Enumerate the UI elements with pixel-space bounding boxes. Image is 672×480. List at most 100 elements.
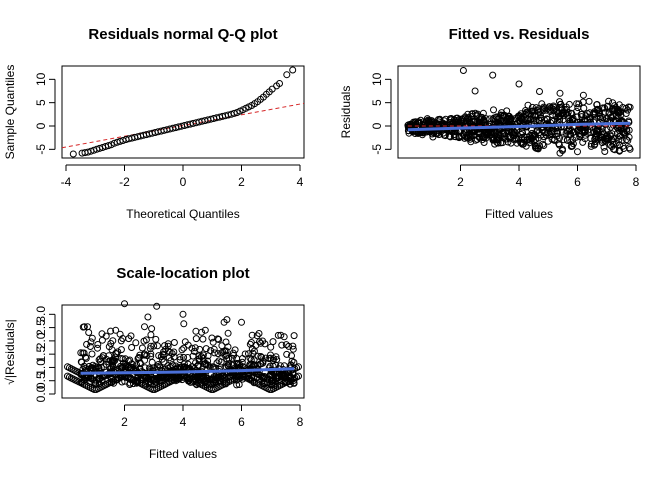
sl-point — [176, 356, 184, 364]
fr-point — [616, 132, 624, 140]
fr-point — [495, 136, 502, 144]
sl-point — [79, 323, 87, 331]
fr-point — [575, 100, 583, 108]
sl-point — [160, 358, 168, 366]
sl-point — [290, 376, 298, 384]
fr-point — [515, 80, 523, 88]
fr-point — [415, 119, 423, 127]
sl-point — [161, 381, 168, 388]
fr-point — [534, 127, 542, 135]
qq-x-tick-label: 4 — [297, 175, 304, 189]
sl-point — [96, 375, 103, 383]
sl-point — [147, 342, 155, 350]
sl-point — [117, 337, 125, 345]
fr-title: Fitted vs. Residuals — [449, 26, 590, 43]
fr-point — [564, 136, 571, 144]
sl-point — [116, 330, 124, 338]
sl-point — [280, 333, 288, 341]
fr-point — [541, 104, 549, 112]
qq-frame — [61, 65, 305, 159]
fr-point — [532, 104, 540, 112]
sl-point — [175, 375, 183, 383]
sl-point — [267, 354, 274, 362]
fr-point — [479, 109, 487, 117]
sl-point — [161, 374, 169, 382]
sl-point — [133, 377, 141, 385]
fitted-residuals-panel: Fitted vs. Residuals Fitted values Resid… — [339, 26, 641, 221]
sl-point — [170, 339, 178, 346]
sl-point — [147, 350, 155, 358]
fr-point — [514, 135, 522, 143]
fr-point — [612, 139, 620, 147]
fr-point — [565, 115, 573, 123]
sl-point — [113, 376, 121, 384]
fr-point — [561, 106, 569, 114]
sl-point — [238, 318, 245, 326]
sl-point — [154, 342, 161, 350]
sl-point — [257, 353, 265, 360]
sl-point — [147, 331, 155, 339]
sl-point — [178, 346, 186, 354]
sl-point — [98, 336, 106, 344]
fr-point — [599, 104, 607, 112]
fr-y-tick-label: -5 — [370, 144, 384, 155]
sl-point — [180, 320, 188, 328]
sl-point — [250, 347, 258, 355]
sl-point — [269, 338, 277, 346]
fr-point — [568, 110, 576, 118]
sl-point — [179, 310, 187, 318]
sl-point — [102, 381, 109, 389]
sl-point — [289, 342, 297, 350]
sl-point — [253, 332, 261, 340]
sl-point — [166, 348, 174, 356]
sl-point — [159, 351, 167, 359]
sl-point — [142, 336, 150, 344]
sl-point — [192, 327, 200, 335]
sl-point — [209, 338, 217, 346]
sl-point — [208, 334, 216, 342]
fr-point — [601, 148, 609, 155]
fr-point — [528, 129, 536, 137]
fr-point — [488, 128, 496, 136]
sl-point — [92, 379, 100, 387]
fr-y-tick-label: 10 — [370, 72, 384, 86]
fr-point — [537, 114, 545, 121]
sl-point — [191, 375, 199, 383]
sl-point — [198, 374, 206, 382]
sl-point — [224, 329, 232, 337]
fr-point — [605, 108, 613, 116]
sl-point — [281, 378, 289, 386]
fr-point — [534, 145, 542, 153]
fr-point — [574, 148, 581, 156]
fr-point — [459, 67, 467, 74]
sl-point — [224, 362, 232, 370]
fr-point — [580, 104, 588, 112]
fr-x-tick-label: 6 — [574, 175, 581, 189]
fr-point — [562, 129, 570, 137]
fr-point — [498, 109, 506, 117]
sl-point — [105, 358, 113, 366]
sl-point — [236, 373, 244, 380]
fr-point — [544, 137, 552, 145]
fr-point — [486, 115, 494, 123]
sl-point — [113, 350, 121, 358]
fr-point — [600, 143, 608, 151]
sl-point — [111, 353, 119, 361]
sl-point — [204, 379, 212, 387]
sl-point — [143, 352, 151, 359]
sl-x-tick-label: 6 — [238, 415, 245, 429]
qq-ylabel: Sample Quantiles — [3, 65, 17, 160]
sl-point — [88, 350, 96, 358]
sl-point — [214, 374, 222, 382]
sl-point — [121, 300, 128, 308]
fr-point — [587, 140, 595, 148]
fr-point — [521, 111, 529, 118]
fr-point — [596, 112, 604, 120]
fr-point — [565, 100, 573, 108]
qq-xlabel: Theoretical Quantiles — [126, 207, 239, 221]
fr-point — [554, 130, 562, 138]
sl-point — [290, 379, 298, 387]
sl-point — [126, 356, 134, 364]
sl-point — [89, 361, 97, 369]
